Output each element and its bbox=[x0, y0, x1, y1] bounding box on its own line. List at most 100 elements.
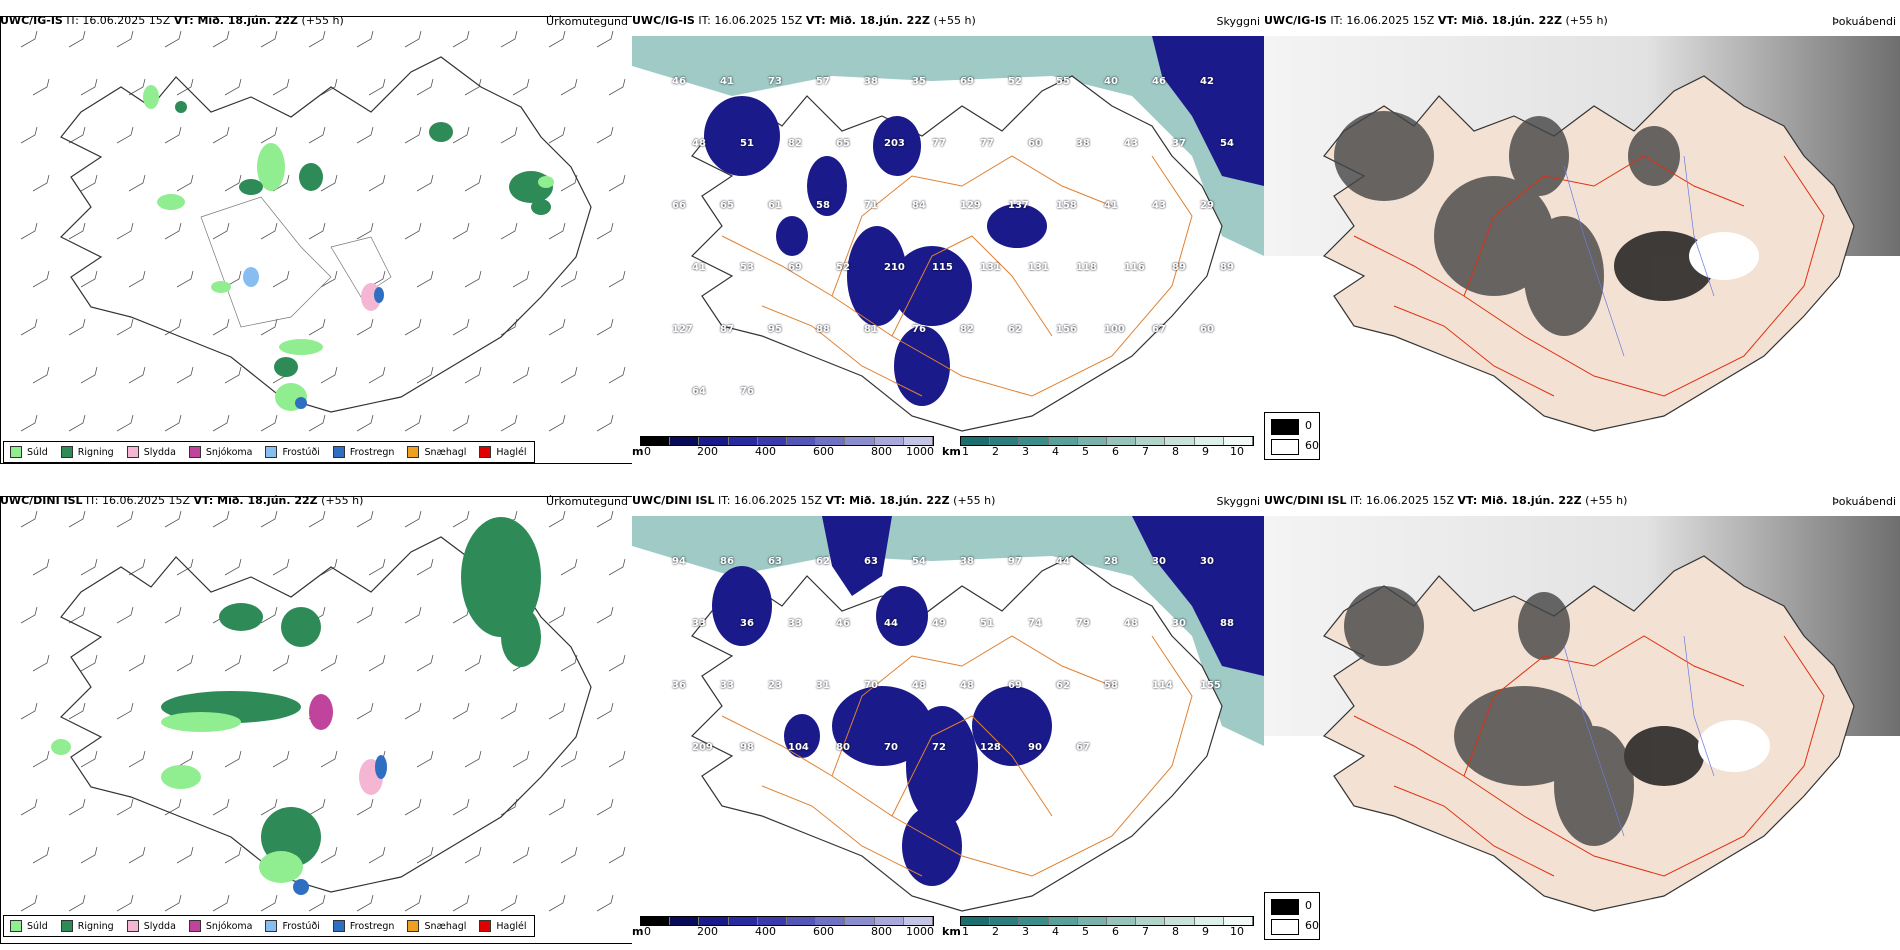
precip-legend: Súld Rigning Slydda Snjókoma Frostúði Fr… bbox=[3, 441, 535, 463]
wind-barb bbox=[176, 174, 194, 192]
lead-time: (+55 h) bbox=[933, 14, 976, 27]
legend-item: Snjókoma bbox=[188, 446, 253, 458]
fog-legend-swatch-0 bbox=[1271, 419, 1299, 435]
visibility-value: 35 bbox=[912, 76, 926, 87]
visibility-value: 41 bbox=[692, 262, 706, 273]
visibility-value: 131 bbox=[980, 262, 1001, 273]
visibility-value: 33 bbox=[692, 618, 706, 629]
wind-barb bbox=[116, 414, 134, 432]
wind-barb bbox=[260, 30, 278, 48]
fog-panel-1: UWC/IG-IS IT: 16.06.2025 15Z VT: Mið. 18… bbox=[1264, 12, 1900, 464]
wind-barb bbox=[416, 78, 434, 96]
wind-barb bbox=[512, 846, 530, 864]
visibility-value: 89 bbox=[1220, 262, 1234, 273]
wind-barb bbox=[596, 894, 614, 912]
vis-tick: 9 bbox=[1202, 925, 1209, 938]
wind-barb bbox=[80, 558, 98, 576]
wind-barb bbox=[596, 510, 614, 528]
wind-barb bbox=[548, 510, 566, 528]
wind-barb bbox=[608, 654, 626, 672]
wind-barb bbox=[164, 222, 182, 240]
legend-swatch bbox=[407, 446, 420, 458]
legend-label: Haglél bbox=[496, 920, 527, 932]
colorbar-segment bbox=[641, 917, 671, 925]
visibility-value: 72 bbox=[932, 742, 946, 753]
visibility-value: 36 bbox=[672, 680, 686, 691]
wind-barb bbox=[128, 654, 146, 672]
visibility-value: 48 bbox=[912, 680, 926, 691]
wind-barb bbox=[212, 798, 230, 816]
wind-barb bbox=[464, 654, 482, 672]
visibility-value: 36 bbox=[740, 618, 754, 629]
vis-tick: 8 bbox=[1172, 925, 1179, 938]
visibility-value: 73 bbox=[768, 76, 782, 87]
legend-item: Súld bbox=[10, 446, 48, 458]
lead-time: (+55 h) bbox=[1585, 494, 1628, 507]
visibility-value: 98 bbox=[740, 742, 754, 753]
vis-tick: 5 bbox=[1082, 445, 1089, 458]
visibility-value: 41 bbox=[1104, 200, 1118, 211]
visibility-value: 65 bbox=[720, 200, 734, 211]
visibility-map-svg bbox=[632, 36, 1264, 436]
wind-barb bbox=[452, 894, 470, 912]
wind-barb bbox=[320, 270, 338, 288]
vis-tick: 9 bbox=[1202, 445, 1209, 458]
wind-barb bbox=[176, 78, 194, 96]
model-name: UWC/IG-IS bbox=[1264, 14, 1327, 27]
wind-barb bbox=[452, 30, 470, 48]
wind-barb bbox=[20, 510, 38, 528]
wind-barb bbox=[20, 798, 38, 816]
wind-barb bbox=[320, 750, 338, 768]
panel-header: UWC/IG-IS IT: 16.06.2025 15Z VT: Mið. 18… bbox=[0, 14, 344, 30]
wind-barb bbox=[164, 510, 182, 528]
wind-barb bbox=[116, 702, 134, 720]
visibility-value: 30 bbox=[1200, 556, 1214, 567]
wind-barb bbox=[308, 222, 326, 240]
legend-item: Frostregn bbox=[332, 920, 394, 932]
wind-barb bbox=[500, 894, 518, 912]
legend-item: Haglél bbox=[479, 920, 527, 932]
visibility-unit: km bbox=[942, 925, 961, 938]
legend-label: Snjókoma bbox=[205, 446, 253, 458]
wind-barb bbox=[452, 510, 470, 528]
wind-barb bbox=[272, 174, 290, 192]
wind-barb bbox=[596, 30, 614, 48]
river-network bbox=[1563, 635, 1715, 837]
wind-barb bbox=[212, 318, 230, 336]
panel-title: Þokuábendi bbox=[1832, 15, 1896, 28]
fog-map-svg bbox=[1264, 516, 1900, 916]
wind-barb bbox=[224, 846, 242, 864]
wind-barb bbox=[116, 126, 134, 144]
wind-barb bbox=[416, 270, 434, 288]
colorbar-segment bbox=[670, 437, 700, 445]
wind-barb bbox=[404, 510, 422, 528]
wind-barb bbox=[452, 222, 470, 240]
wind-barb bbox=[176, 654, 194, 672]
wind-barb bbox=[176, 366, 194, 384]
visibility-value: 81 bbox=[864, 324, 878, 335]
height-unit: m bbox=[632, 445, 644, 458]
valid-time: VT: Mið. 18.jún. 22Z bbox=[825, 494, 950, 507]
visibility-colorbar: km 1 2 3 4 5 6 7 8 9 10 bbox=[942, 916, 1264, 940]
visibility-value: 57 bbox=[816, 76, 830, 87]
road-network bbox=[721, 155, 1193, 397]
colorbar-segment bbox=[845, 917, 875, 925]
wind-barb bbox=[32, 366, 50, 384]
legend-label: Rigning bbox=[77, 446, 114, 458]
colorbar-segment bbox=[1077, 917, 1108, 925]
wind-barb bbox=[500, 318, 518, 336]
legend-label: Slydda bbox=[143, 920, 176, 932]
wind-barb bbox=[356, 510, 374, 528]
visibility-value: 63 bbox=[864, 556, 878, 567]
wind-barb bbox=[404, 318, 422, 336]
visibility-value: 61 bbox=[768, 200, 782, 211]
wind-barb bbox=[596, 414, 614, 432]
iceland-outline bbox=[59, 56, 592, 413]
legend-swatch bbox=[10, 446, 22, 458]
wind-barb bbox=[452, 702, 470, 720]
panel-header: UWC/DINI ISL IT: 16.06.2025 15Z VT: Mið.… bbox=[0, 494, 363, 510]
visibility-value: 97 bbox=[1008, 556, 1022, 567]
visibility-value: 54 bbox=[912, 556, 926, 567]
height-unit: m bbox=[632, 925, 644, 938]
vis-tick: 3 bbox=[1022, 445, 1029, 458]
